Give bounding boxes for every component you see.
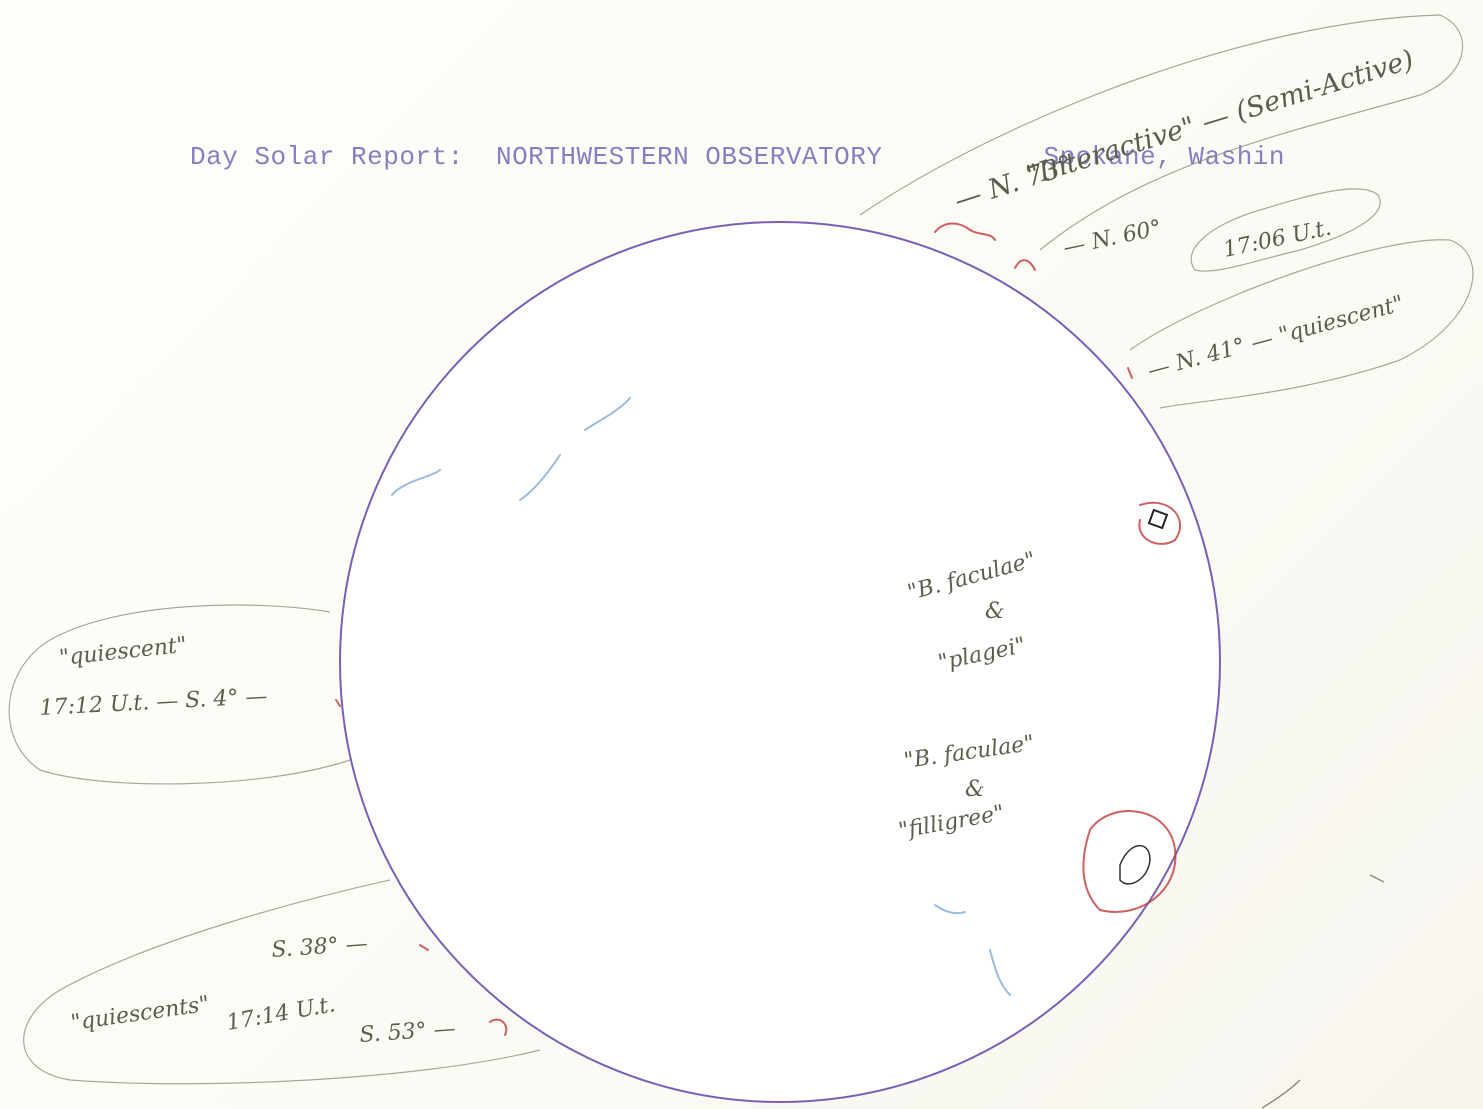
prominence-s38 xyxy=(419,944,429,951)
prominence-n41 xyxy=(1127,367,1133,379)
pencil-mark-right xyxy=(1369,874,1385,883)
callout-loop-n41 xyxy=(1129,239,1474,409)
solar-disk xyxy=(339,221,1221,1103)
header-label: Day Solar Report: xyxy=(190,142,464,172)
sunspot-filligree xyxy=(1119,844,1151,885)
label-time-s4: 17:12 U.t. — S. 4° — xyxy=(39,684,268,721)
prominence-n73 xyxy=(934,222,996,241)
label-s38: S. 38° — xyxy=(271,931,369,963)
pencil-mark-bottom-right xyxy=(1261,1079,1301,1109)
plage-sketch-4 xyxy=(989,949,1011,996)
callout-loop-n73 xyxy=(859,14,1464,251)
observatory-name: NORTHWESTERN OBSERVATORY xyxy=(495,142,883,172)
callout-loop-quiescents xyxy=(23,879,541,1085)
plage-sketch-1 xyxy=(391,469,441,496)
label-time-1714: 17:14 U.t. xyxy=(225,992,337,1036)
prominence-plage xyxy=(1138,501,1181,545)
label-quiescents: "quiescents" xyxy=(69,992,211,1036)
label-amp-2: & xyxy=(965,777,985,802)
prominence-n60 xyxy=(1014,259,1036,271)
label-quiescent: "quiescent" xyxy=(58,633,188,671)
prominence-filligree xyxy=(1082,810,1177,913)
plage-sketch-3 xyxy=(584,397,631,431)
prominence-s53 xyxy=(489,1018,508,1036)
prominence-s4 xyxy=(335,699,341,707)
plage-sketch-5 xyxy=(934,904,966,915)
plage-sketch-2 xyxy=(519,454,561,501)
callout-loop-quiescent-s4 xyxy=(8,604,351,785)
callout-loop-time-1706 xyxy=(1190,188,1381,272)
label-interactive: "Interactive" — (Semi-Active) xyxy=(1023,44,1417,191)
report-header: Day Solar Report: NORTHWESTERN OBSERVATO… xyxy=(190,142,1285,172)
header-location: Spokane, Washin xyxy=(1043,142,1286,172)
sunspot-marker xyxy=(1147,508,1169,530)
label-n60: — N. 60° xyxy=(1061,216,1164,261)
label-amp-1: & xyxy=(985,599,1005,624)
label-s53: S. 53° — xyxy=(359,1016,457,1048)
